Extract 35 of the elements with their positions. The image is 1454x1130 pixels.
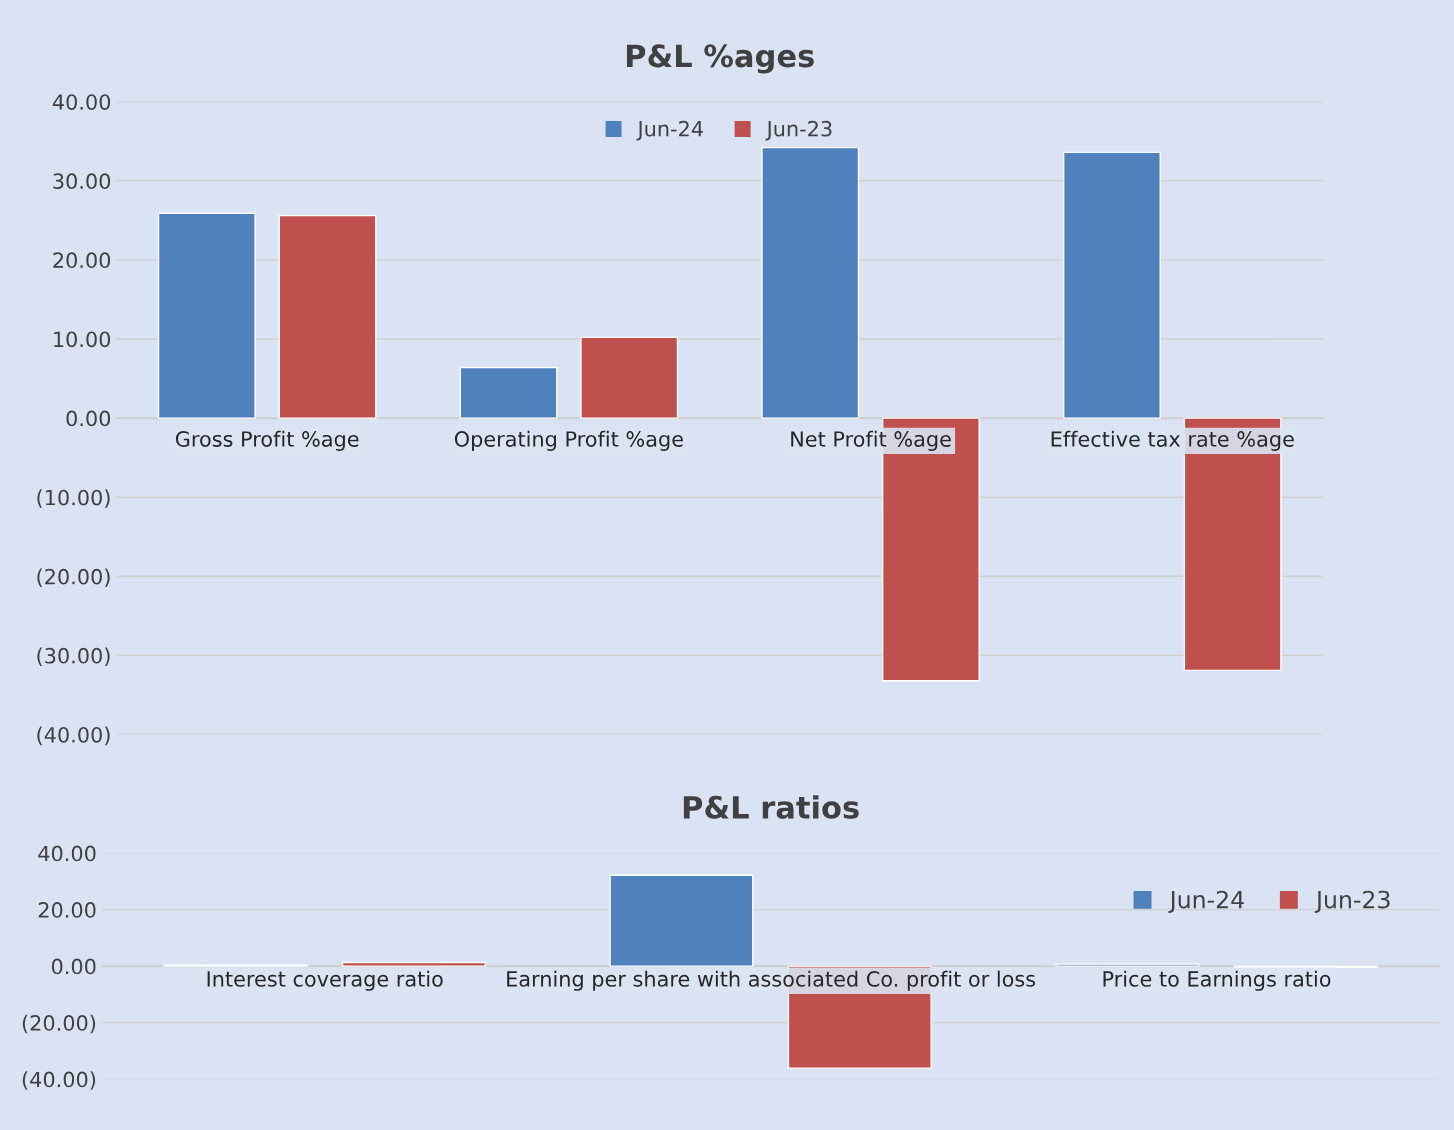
bar <box>761 146 860 419</box>
bar <box>459 366 558 419</box>
chart-title: P&L %ages <box>626 44 814 74</box>
y-tick-label: 40.00 <box>38 845 96 862</box>
bar <box>580 336 679 419</box>
bar <box>278 214 377 419</box>
x-tick-label: Price to Earnings ratio <box>1103 970 1331 991</box>
x-tick-label: Gross Profit %age <box>175 430 359 451</box>
x-tick-label: Interest coverage ratio <box>207 970 443 991</box>
legend-label: Jun-24 <box>636 120 703 141</box>
y-tick-label: (40.00) <box>37 726 110 746</box>
legend-label: Jun-24 <box>1168 890 1244 913</box>
bar <box>609 874 754 967</box>
y-tick-label: 10.00 <box>54 331 111 348</box>
chart-title: P&L ratios <box>683 795 859 819</box>
y-tick-label: 0.00 <box>51 958 96 975</box>
x-tick-label: Operating Profit %age <box>454 430 683 451</box>
y-tick-label: (20.00) <box>22 1014 96 1034</box>
x-tick-label: Net Profit %age <box>791 430 951 451</box>
y-tick-label: (30.00) <box>37 647 110 667</box>
bar <box>341 961 486 967</box>
bar <box>1062 151 1161 419</box>
x-tick-label: Effective tax rate %age <box>1051 430 1294 451</box>
y-tick-label: 20.00 <box>38 902 96 918</box>
x-tick-label: Earning per share with associated Co. profit or loss <box>507 970 1036 991</box>
y-tick-label: (40.00) <box>22 1071 96 1090</box>
y-tick-label: (10.00) <box>37 489 110 508</box>
legend-label: Jun-23 <box>765 120 832 141</box>
y-tick-label: 20.00 <box>53 252 111 269</box>
legend-label: Jun-23 <box>1314 890 1390 913</box>
y-tick-label: (20.00) <box>37 568 110 587</box>
y-tick-label: 30.00 <box>53 173 111 190</box>
bar <box>157 212 256 419</box>
y-tick-label: 0.00 <box>66 410 111 427</box>
y-tick-label: 40.00 <box>52 94 111 110</box>
